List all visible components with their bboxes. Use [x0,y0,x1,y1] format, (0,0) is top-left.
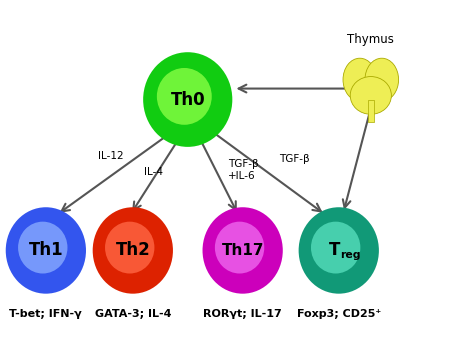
Ellipse shape [105,222,155,273]
Text: T-bet; IFN-γ: T-bet; IFN-γ [9,309,82,319]
Ellipse shape [298,207,379,294]
Text: IL-4: IL-4 [144,167,163,176]
Ellipse shape [311,222,361,273]
Ellipse shape [143,52,232,147]
Text: RORγt; IL-17: RORγt; IL-17 [203,309,282,319]
Text: GATA-3; IL-4: GATA-3; IL-4 [94,309,171,319]
Ellipse shape [350,77,391,114]
Text: TGF-β
+IL-6: TGF-β +IL-6 [228,159,259,181]
Ellipse shape [18,222,67,273]
Ellipse shape [157,68,212,125]
Text: IL-12: IL-12 [99,151,124,161]
Text: Th1: Th1 [28,241,63,259]
Text: Th2: Th2 [115,241,150,259]
Ellipse shape [365,58,398,101]
Text: T: T [328,241,340,259]
Ellipse shape [343,58,376,101]
Text: Th17: Th17 [221,243,264,258]
Text: Foxp3; CD25⁺: Foxp3; CD25⁺ [297,309,381,319]
Text: Th0: Th0 [170,91,205,108]
Ellipse shape [6,207,86,294]
Text: Thymus: Thymus [347,33,394,46]
Ellipse shape [215,222,264,273]
Ellipse shape [92,207,173,294]
Text: reg: reg [340,250,361,260]
Text: TGF-β: TGF-β [279,154,310,163]
FancyBboxPatch shape [368,99,374,122]
Ellipse shape [203,207,283,294]
